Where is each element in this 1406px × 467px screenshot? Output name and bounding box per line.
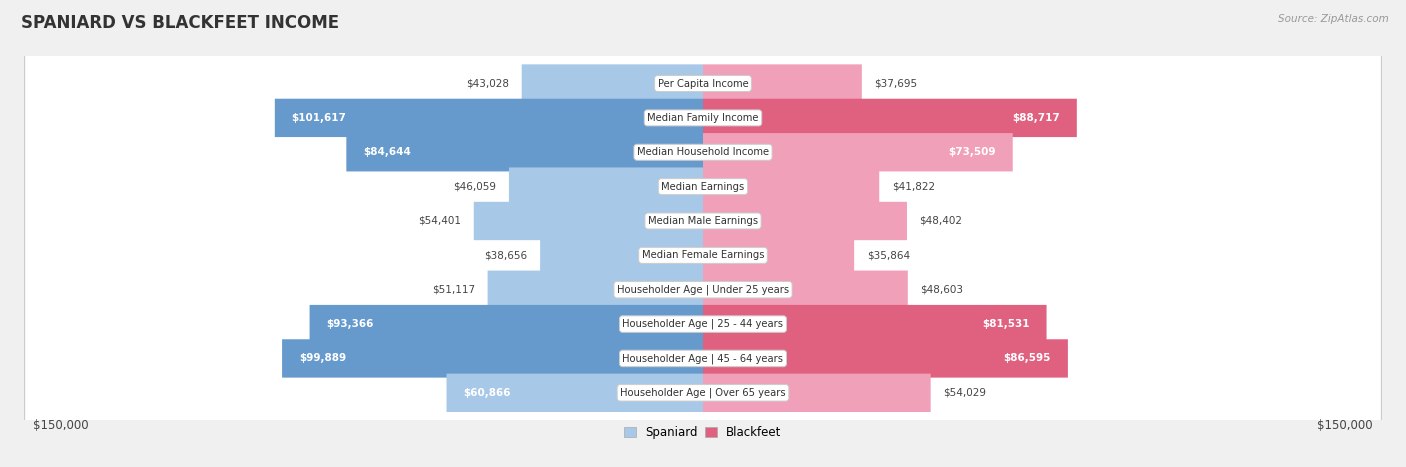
FancyBboxPatch shape — [24, 0, 1382, 467]
Text: Source: ZipAtlas.com: Source: ZipAtlas.com — [1278, 14, 1389, 24]
FancyBboxPatch shape — [509, 168, 703, 206]
FancyBboxPatch shape — [24, 0, 1382, 467]
Text: $101,617: $101,617 — [291, 113, 346, 123]
FancyBboxPatch shape — [24, 0, 1382, 467]
Text: $93,366: $93,366 — [326, 319, 374, 329]
Text: Householder Age | Over 65 years: Householder Age | Over 65 years — [620, 388, 786, 398]
FancyBboxPatch shape — [24, 0, 1382, 467]
FancyBboxPatch shape — [274, 99, 703, 137]
Text: $48,402: $48,402 — [920, 216, 963, 226]
Text: $73,509: $73,509 — [949, 147, 995, 157]
FancyBboxPatch shape — [703, 270, 908, 309]
Text: $81,531: $81,531 — [983, 319, 1029, 329]
FancyBboxPatch shape — [24, 0, 1382, 467]
Text: $88,717: $88,717 — [1012, 113, 1060, 123]
Text: Householder Age | 25 - 44 years: Householder Age | 25 - 44 years — [623, 319, 783, 329]
Legend: Spaniard, Blackfeet: Spaniard, Blackfeet — [620, 421, 786, 444]
FancyBboxPatch shape — [703, 236, 853, 275]
FancyBboxPatch shape — [703, 168, 879, 206]
FancyBboxPatch shape — [488, 270, 703, 309]
Text: $86,595: $86,595 — [1004, 354, 1052, 363]
Text: $38,656: $38,656 — [484, 250, 527, 260]
Text: $35,864: $35,864 — [866, 250, 910, 260]
Text: $84,644: $84,644 — [363, 147, 411, 157]
Text: SPANIARD VS BLACKFEET INCOME: SPANIARD VS BLACKFEET INCOME — [21, 14, 339, 32]
Text: Median Earnings: Median Earnings — [661, 182, 745, 191]
Text: $54,401: $54,401 — [418, 216, 461, 226]
FancyBboxPatch shape — [703, 99, 1077, 137]
FancyBboxPatch shape — [703, 64, 862, 103]
FancyBboxPatch shape — [522, 64, 703, 103]
Text: $150,000: $150,000 — [32, 418, 89, 432]
Text: $37,695: $37,695 — [875, 78, 918, 89]
Text: $51,117: $51,117 — [432, 285, 475, 295]
FancyBboxPatch shape — [540, 236, 703, 275]
FancyBboxPatch shape — [283, 339, 703, 378]
FancyBboxPatch shape — [474, 202, 703, 240]
FancyBboxPatch shape — [24, 0, 1382, 467]
Text: $43,028: $43,028 — [465, 78, 509, 89]
FancyBboxPatch shape — [24, 0, 1382, 467]
FancyBboxPatch shape — [703, 374, 931, 412]
Text: $99,889: $99,889 — [299, 354, 346, 363]
FancyBboxPatch shape — [447, 374, 703, 412]
FancyBboxPatch shape — [703, 202, 907, 240]
Text: Median Female Earnings: Median Female Earnings — [641, 250, 765, 260]
FancyBboxPatch shape — [24, 0, 1382, 467]
FancyBboxPatch shape — [24, 0, 1382, 467]
Text: Median Family Income: Median Family Income — [647, 113, 759, 123]
Text: Median Household Income: Median Household Income — [637, 147, 769, 157]
FancyBboxPatch shape — [24, 0, 1382, 467]
FancyBboxPatch shape — [346, 133, 703, 171]
Text: Median Male Earnings: Median Male Earnings — [648, 216, 758, 226]
Text: Householder Age | 45 - 64 years: Householder Age | 45 - 64 years — [623, 353, 783, 364]
FancyBboxPatch shape — [703, 133, 1012, 171]
Text: Householder Age | Under 25 years: Householder Age | Under 25 years — [617, 284, 789, 295]
Text: $150,000: $150,000 — [1317, 418, 1374, 432]
FancyBboxPatch shape — [309, 305, 703, 343]
FancyBboxPatch shape — [703, 339, 1069, 378]
Text: Per Capita Income: Per Capita Income — [658, 78, 748, 89]
Text: $48,603: $48,603 — [921, 285, 963, 295]
Text: $60,866: $60,866 — [464, 388, 510, 398]
FancyBboxPatch shape — [703, 305, 1046, 343]
Text: $41,822: $41,822 — [891, 182, 935, 191]
Text: $46,059: $46,059 — [453, 182, 496, 191]
Text: $54,029: $54,029 — [943, 388, 986, 398]
